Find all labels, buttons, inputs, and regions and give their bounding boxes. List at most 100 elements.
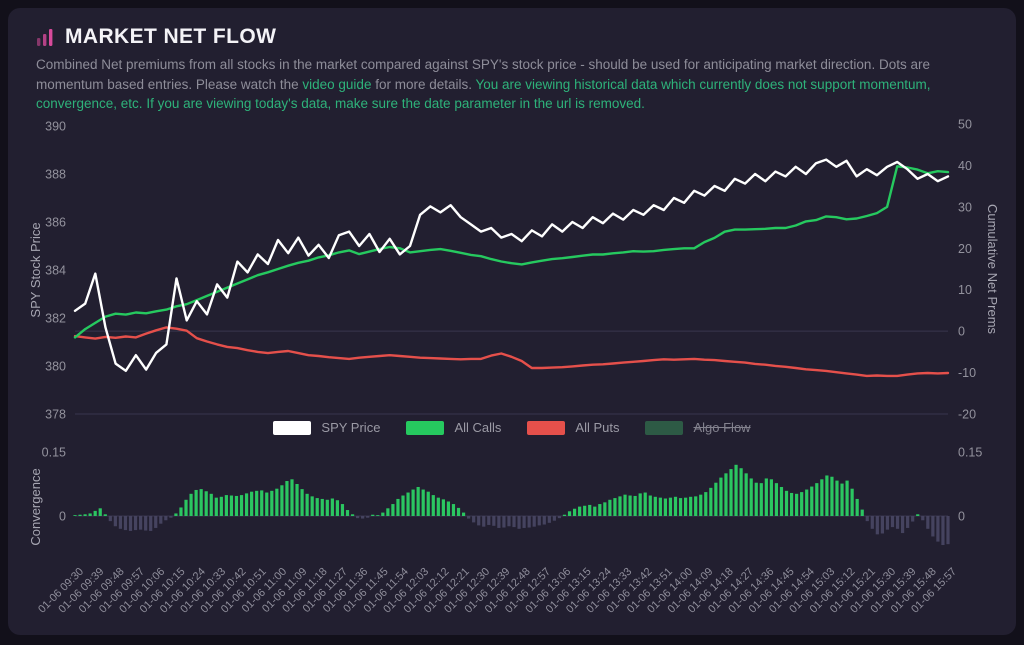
- convergence-bar: [108, 516, 112, 522]
- convergence-bar: [860, 509, 864, 516]
- convergence-bar: [467, 516, 471, 519]
- legend-item-spy-price[interactable]: SPY Price: [273, 420, 380, 435]
- legend-swatch: [273, 420, 312, 435]
- net-flow-charts: 390 388 386 384 382 380 378 50 40 30 20 10 0 -10 -20 0.…: [28, 118, 1000, 616]
- convergence-bar: [618, 496, 622, 516]
- convergence-bar: [825, 475, 829, 516]
- convergence-right-tick: 0.15: [958, 446, 982, 460]
- page-title: MARKET NET FLOW: [65, 25, 277, 48]
- convergence-bar: [532, 516, 536, 527]
- convergence-bar: [234, 495, 239, 516]
- convergence-bar: [673, 496, 678, 516]
- convergence-bar: [683, 497, 688, 516]
- right-axis-tick: 10: [958, 283, 972, 297]
- convergence-bar: [628, 495, 632, 516]
- convergence-bar: [406, 492, 410, 516]
- convergence-bar: [567, 511, 572, 516]
- convergence-bar: [204, 491, 208, 516]
- video-guide-link[interactable]: video guide: [302, 76, 372, 92]
- convergence-bar: [885, 516, 890, 530]
- convergence-bar: [366, 516, 370, 518]
- historical-data-warning: You are viewing historical data which cu…: [36, 76, 931, 112]
- left-axis-tick: 378: [45, 408, 66, 422]
- convergence-bar: [795, 493, 799, 516]
- convergence-bar: [759, 483, 763, 516]
- convergence-bar: [895, 516, 900, 529]
- left-axis-tick: 384: [45, 264, 66, 278]
- convergence-bar: [512, 516, 516, 528]
- convergence-bar: [270, 490, 274, 516]
- convergence-bar: [93, 510, 97, 516]
- legend-item-all-calls[interactable]: All Calls: [406, 420, 501, 435]
- convergence-bar: [941, 516, 945, 546]
- convergence-bar: [310, 496, 314, 516]
- convergence-bar: [643, 492, 647, 516]
- convergence-bar: [300, 489, 304, 516]
- convergence-bar: [461, 512, 466, 516]
- convergence-bar: [386, 508, 390, 516]
- convergence-bar: [497, 516, 501, 528]
- convergence-bar: [224, 495, 228, 516]
- convergence-bar: [396, 498, 400, 516]
- convergence-bar: [911, 516, 915, 522]
- legend-swatch: [527, 420, 566, 435]
- convergence-bar: [456, 507, 461, 516]
- legend-item-algo-flow[interactable]: Algo Flow: [645, 420, 751, 435]
- convergence-bar: [376, 515, 380, 516]
- legend-swatch: [645, 420, 684, 435]
- convergence-bar: [118, 516, 123, 529]
- convergence-bar: [320, 498, 324, 516]
- convergence-bar: [239, 495, 244, 516]
- convergence-bar: [537, 516, 541, 526]
- convergence-bar: [295, 484, 299, 516]
- convergence-bar: [507, 516, 511, 527]
- legend-swatch: [406, 420, 445, 435]
- convergence-bar: [709, 487, 713, 516]
- convergence-bar: [522, 516, 526, 528]
- convergence-bar: [820, 479, 824, 516]
- convergence-bar: [123, 516, 128, 531]
- convergence-bar: [542, 516, 546, 525]
- spy-price-line: [73, 158, 950, 372]
- convergence-bar: [401, 495, 405, 516]
- convergence-bar: [73, 515, 77, 516]
- convergence-bar: [870, 516, 874, 529]
- convergence-bar: [98, 508, 102, 516]
- convergence-bar: [199, 489, 203, 516]
- convergence-bar: [694, 496, 698, 516]
- convergence-bar: [416, 486, 420, 516]
- right-axis-tick: 0: [958, 325, 965, 339]
- convergence-bar: [431, 495, 435, 516]
- convergence-bar: [926, 516, 930, 529]
- convergence-bar: [663, 498, 668, 516]
- convergence-bar: [139, 516, 143, 530]
- description-text: Combined Net premiums from all stocks in…: [36, 55, 998, 114]
- convergence-bar: [815, 483, 819, 516]
- convergence-bar: [638, 493, 642, 516]
- convergence-bar: [335, 500, 340, 516]
- convergence-bar: [769, 479, 773, 516]
- left-axis-title: SPY Stock Price: [28, 222, 43, 317]
- convergence-bar: [572, 508, 577, 516]
- convergence-bar: [315, 498, 319, 516]
- left-axis-tick: 386: [45, 216, 66, 230]
- convergence-bar: [451, 504, 456, 516]
- convergence-bar: [653, 496, 657, 516]
- convergence-bar: [159, 516, 163, 524]
- convergence-bar: [623, 494, 627, 516]
- convergence-bar: [855, 498, 859, 516]
- convergence-bar: [421, 489, 425, 516]
- convergence-bar: [194, 489, 198, 516]
- convergence-right-tick: 0: [958, 510, 965, 524]
- convergence-bar: [103, 514, 107, 516]
- legend-label: Algo Flow: [693, 420, 751, 435]
- convergence-bar: [547, 516, 551, 523]
- convergence-bar: [280, 485, 284, 516]
- convergence-bar: [557, 516, 562, 519]
- convergence-bar: [426, 491, 430, 516]
- convergence-bar: [446, 501, 451, 516]
- convergence-bar: [441, 499, 445, 516]
- convergence-bar: [260, 490, 264, 516]
- convergence-bar: [789, 492, 794, 516]
- legend-item-all-puts[interactable]: All Puts: [527, 420, 619, 435]
